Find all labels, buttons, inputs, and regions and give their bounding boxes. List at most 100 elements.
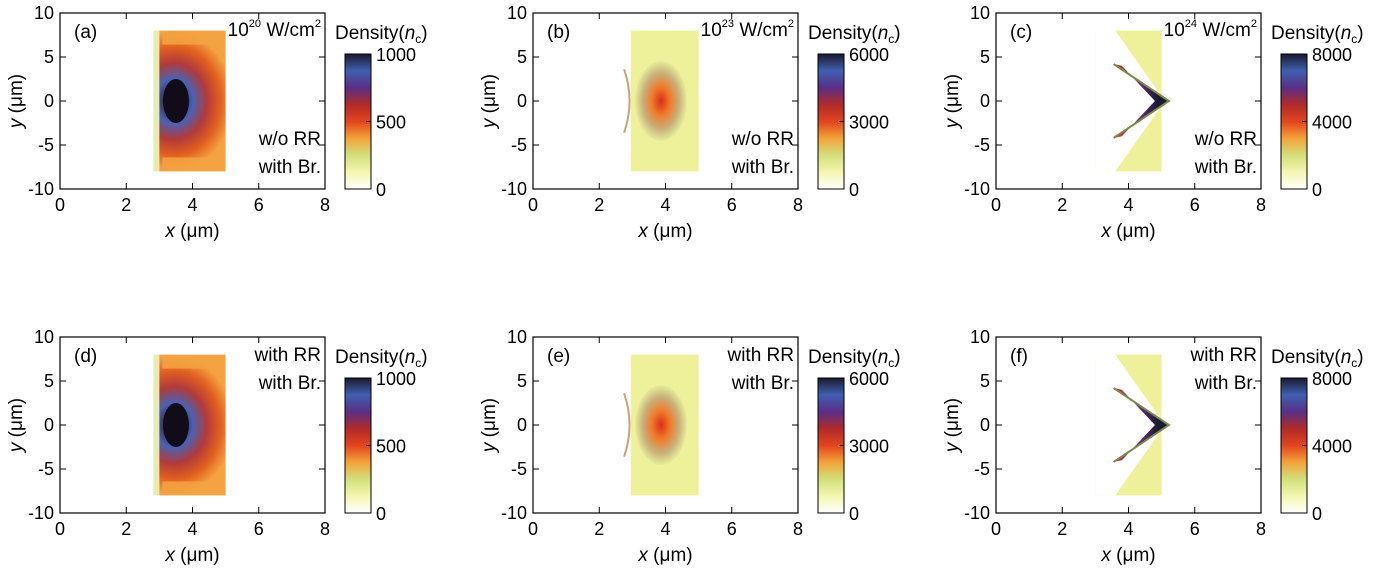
x-axis-var: x (164, 221, 176, 242)
x-tick-label: 0 (991, 195, 1001, 215)
shell-edge (1113, 387, 1171, 463)
cavity-cut (1095, 30, 1165, 172)
edge-band-top (162, 32, 223, 45)
x-tick-label: 6 (1190, 195, 1200, 215)
x-tick-label: 0 (55, 519, 65, 539)
y-tick-label: -10 (28, 503, 54, 523)
compressed-shell (1113, 64, 1169, 138)
y-tick-label: -5 (974, 135, 990, 155)
x-tick-label: 4 (1123, 519, 1133, 539)
case-annotation: with Br. (1194, 157, 1257, 178)
panel-label: (d) (74, 346, 97, 367)
x-tick-label: 8 (793, 195, 803, 215)
x-tick-label: 8 (1256, 195, 1266, 215)
x-tick-label: 6 (727, 195, 737, 215)
y-tick-label: -10 (964, 179, 990, 199)
x-tick-label: 4 (187, 519, 197, 539)
colorbar-tick-label: 0 (849, 504, 859, 524)
panel-label: (a) (74, 22, 97, 43)
target-halo (153, 30, 162, 172)
colorbar-title: Density(nc) (1271, 347, 1364, 370)
colorbar-title-suffix: ) (421, 23, 427, 44)
y-tick-label: 0 (980, 415, 990, 435)
x-axis-label: x (μm) (637, 221, 692, 242)
edge-band-top (162, 356, 223, 369)
x-axis-label: x (μm) (164, 221, 219, 242)
colorbar-tick-label: 3000 (849, 437, 889, 457)
y-tick-label: -10 (28, 179, 54, 199)
cavity-edge (623, 392, 631, 458)
y-tick-label: 5 (980, 371, 990, 391)
y-tick-label: 5 (517, 371, 527, 391)
x-tick-label: 0 (528, 519, 538, 539)
y-tick-label: 0 (44, 415, 54, 435)
case-annotation: w/o RR (1194, 129, 1257, 150)
colorbar-title: Density(nc) (335, 23, 428, 46)
colorbar-title-prefix: Density( (808, 347, 878, 368)
x-tick-label: 4 (660, 195, 670, 215)
cavity-cut (622, 30, 631, 172)
colorbar-title-prefix: Density( (808, 23, 878, 44)
y-axis-unit: (μm) (479, 398, 500, 443)
colorbar-tick-label: 4000 (1312, 113, 1352, 133)
x-axis-var: x (1100, 545, 1112, 566)
colorbar-title-var: n (1341, 347, 1352, 368)
colorbar-title-suffix: ) (421, 347, 427, 368)
y-axis-label: y (μm) (479, 398, 500, 454)
intensity-base: 10 (228, 20, 249, 41)
x-axis-var: x (637, 545, 649, 566)
colorbar-title: Density(nc) (808, 23, 901, 46)
case-annotation: with RR (253, 345, 321, 366)
compressed-shell (1113, 388, 1169, 462)
y-tick-label: 10 (34, 327, 54, 347)
colorbar-title-var: n (405, 23, 416, 44)
intensity-unit: W/cm (739, 20, 788, 41)
y-tick-label: 5 (44, 47, 54, 67)
y-axis-var: y (479, 117, 500, 130)
shell-edge (1113, 63, 1171, 139)
x-axis-unit: (μm) (175, 221, 220, 242)
panel-label: (f) (1010, 346, 1028, 367)
x-tick-label: 4 (1123, 195, 1133, 215)
compressed-layer (635, 61, 687, 141)
y-axis-unit: (μm) (942, 398, 963, 443)
y-tick-label: -10 (501, 503, 527, 523)
y-axis-label: y (μm) (6, 74, 27, 130)
colorbar-title-prefix: Density( (335, 347, 405, 368)
intensity-exponent: 24 (1185, 18, 1197, 30)
colorbar-title-var: n (878, 347, 889, 368)
x-tick-label: 2 (594, 195, 604, 215)
edge-band-bottom (162, 157, 223, 170)
x-tick-label: 4 (187, 195, 197, 215)
y-axis-label: y (μm) (942, 74, 963, 130)
y-axis-var: y (6, 441, 27, 454)
x-axis-label: x (μm) (1100, 221, 1155, 242)
colorbar-tick-label: 8000 (1312, 369, 1352, 389)
colorbar-tick-label: 6000 (849, 369, 889, 389)
x-tick-label: 4 (660, 519, 670, 539)
colorbar-tick-label: 1000 (376, 369, 416, 389)
y-axis-unit: (μm) (942, 74, 963, 119)
intensity-unit-exponent: 2 (1251, 18, 1257, 30)
colorbar-title-suffix: ) (1357, 347, 1363, 368)
colorbar-title-prefix: Density( (1271, 23, 1341, 44)
x-axis-var: x (164, 545, 176, 566)
colorbar-title-sub: c (888, 356, 894, 370)
colorbar-title-var: n (405, 347, 416, 368)
cavity-cut (1095, 354, 1165, 496)
x-axis-var: x (637, 221, 649, 242)
y-axis-var: y (479, 441, 500, 454)
case-annotation: w/o RR (258, 129, 321, 150)
colorbar-title: Density(nc) (335, 347, 428, 370)
x-axis-unit: (μm) (175, 545, 220, 566)
compressed-layer (635, 385, 687, 465)
colorbar-title-suffix: ) (1357, 23, 1363, 44)
intensity-exponent: 23 (722, 18, 734, 30)
colorbar-title-prefix: Density( (1271, 347, 1341, 368)
y-tick-label: -10 (964, 503, 990, 523)
